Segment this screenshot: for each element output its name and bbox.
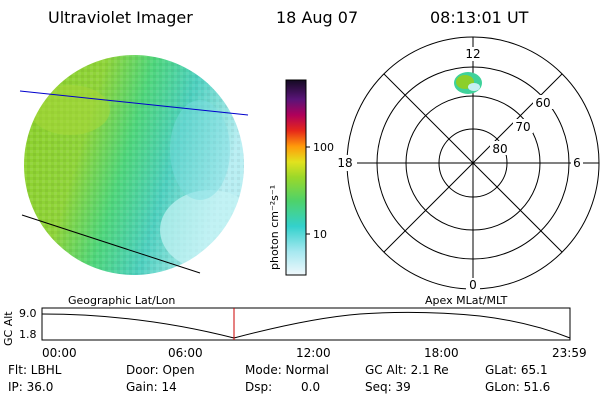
geographic-coords-label: Geographic Lat/Lon bbox=[68, 294, 176, 307]
altitude-curve-segment-2 bbox=[233, 311, 571, 339]
door-status: Door: Open bbox=[126, 363, 195, 377]
instrument-title: Ultraviolet Imager bbox=[48, 8, 193, 27]
mode-status: Mode: Normal bbox=[245, 363, 329, 377]
time-tick-1200: 12:00 bbox=[296, 346, 331, 360]
time-tick-2359: 23:59 bbox=[552, 346, 587, 360]
mlt-label-18: 18 bbox=[337, 156, 352, 170]
mlat-label-80: 80 bbox=[492, 142, 507, 156]
colorbar: photon cm⁻²s⁻¹ bbox=[268, 79, 310, 276]
date-label: 18 Aug 07 bbox=[276, 8, 359, 27]
time-tick-1800: 18:00 bbox=[424, 346, 459, 360]
time-label: 08:13:01 UT bbox=[430, 8, 529, 27]
blue-reference-line bbox=[19, 90, 249, 116]
dsp-value: 0.0 bbox=[301, 380, 321, 394]
sequence-status: Seq: 39 bbox=[365, 380, 411, 394]
auroral-emission-patch bbox=[454, 72, 482, 94]
terminator-line bbox=[21, 214, 201, 274]
gc-alt-tick-9: 9.0 bbox=[19, 307, 37, 320]
time-tick-0000: 00:00 bbox=[42, 346, 77, 360]
time-tick-0600: 06:00 bbox=[168, 346, 203, 360]
colorbar-scale bbox=[285, 79, 307, 276]
altitude-timeline: GC Alt 9.0 1.8 bbox=[2, 307, 571, 346]
glat-status: GLat: 65.1 bbox=[485, 363, 548, 377]
timeline-frame bbox=[41, 307, 571, 341]
polar-mlt-plot: 12 18 6 0 60 70 80 bbox=[335, 36, 600, 292]
ip-status: IP: 36.0 bbox=[8, 380, 54, 394]
colorbar-tick-10: 10 bbox=[313, 228, 327, 241]
gain-status: Gain: 14 bbox=[126, 380, 177, 394]
auroral-disk-image bbox=[24, 55, 244, 275]
mlat-label-70: 70 bbox=[515, 120, 530, 134]
mlat-label-60: 60 bbox=[535, 96, 550, 110]
glon-status: GLon: 51.6 bbox=[485, 380, 551, 394]
mlt-label-12: 12 bbox=[465, 47, 480, 61]
gc-alt-status: GC Alt: 2.1 Re bbox=[365, 363, 449, 377]
dsp-label: Dsp: bbox=[245, 380, 273, 394]
apex-coords-label: Apex MLat/MLT bbox=[425, 294, 508, 307]
mlt-label-6: 6 bbox=[573, 156, 581, 170]
gc-alt-axis-title: GC Alt bbox=[2, 311, 15, 346]
geographic-image-panel bbox=[19, 55, 249, 275]
mlt-label-0: 0 bbox=[469, 278, 477, 292]
altitude-curve-segment-1 bbox=[41, 313, 235, 339]
filter-status: Flt: LBHL bbox=[8, 363, 62, 377]
gc-alt-tick-1: 1.8 bbox=[19, 328, 37, 341]
colorbar-unit-label: photon cm⁻²s⁻¹ bbox=[268, 185, 281, 270]
colorbar-tick-100: 100 bbox=[313, 141, 334, 154]
